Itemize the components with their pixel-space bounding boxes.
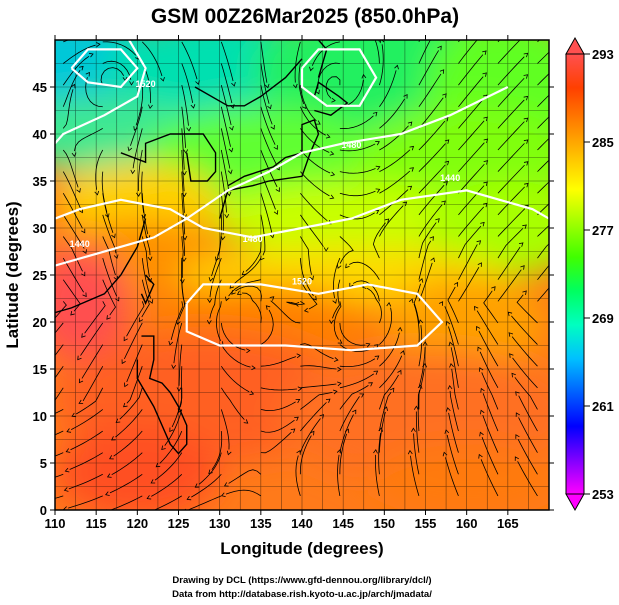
colorbar-tick-label: 277: [592, 223, 614, 238]
x-axis: 110 115 120 125 130 135 140 145 150 155 160 165: [45, 35, 519, 531]
contour-label: 1480: [243, 234, 263, 244]
y-tick-label: 35: [33, 174, 47, 189]
colorbar: 293 285 277 269 261 253: [565, 36, 614, 512]
y-tick-label: 5: [40, 456, 47, 471]
y-tick-label: 0: [40, 503, 47, 518]
y-tick-label: 15: [33, 362, 47, 377]
x-tick-label: 140: [291, 516, 313, 531]
colorbar-tick-label: 293: [592, 47, 614, 62]
x-tick-label: 150: [373, 516, 395, 531]
contour-label: 1440: [440, 173, 460, 183]
x-tick-label: 160: [456, 516, 478, 531]
credit-dcl: Drawing by DCL (https://www.gfd-dennou.o…: [172, 575, 431, 586]
colorbar-tick-label: 285: [592, 135, 614, 150]
contour-label: 1440: [70, 239, 90, 249]
x-axis-title: Longitude (degrees): [220, 539, 383, 558]
grid: [55, 40, 549, 510]
contour-label: 1480: [341, 140, 361, 150]
contour-label: 1520: [292, 276, 312, 286]
y-axis-title: Latitude (degrees): [3, 201, 22, 348]
y-tick-label: 10: [33, 409, 47, 424]
x-tick-label: 135: [250, 516, 272, 531]
x-tick-label: 115: [86, 516, 107, 531]
x-tick-label: 130: [209, 516, 231, 531]
y-tick-label: 20: [33, 315, 47, 330]
x-tick-label: 155: [415, 516, 437, 531]
colorbar-tick-label: 261: [592, 399, 614, 414]
colorbar-bottom-arrow: [565, 493, 585, 512]
colorbar-top-arrow: [565, 36, 585, 55]
x-tick-label: 145: [332, 516, 354, 531]
colorbar-gradient: [565, 53, 585, 495]
x-tick-label: 120: [126, 516, 148, 531]
chart-title: GSM 00Z26Mar2025 (850.0hPa): [151, 5, 459, 28]
x-tick-label: 125: [168, 516, 190, 531]
y-tick-label: 30: [33, 221, 47, 236]
y-tick-label: 45: [33, 80, 47, 95]
contours: [55, 40, 549, 352]
x-tick-label: 110: [45, 516, 66, 531]
contour-label: 1520: [136, 79, 156, 89]
contour-labels: 1520 1440 1480 1480 1440 1520: [70, 79, 461, 286]
y-tick-label: 40: [33, 127, 47, 142]
y-tick-label: 25: [33, 268, 47, 283]
x-tick-label: 165: [497, 516, 519, 531]
colorbar-tick-label: 253: [592, 487, 614, 502]
colorbar-tick-label: 269: [592, 311, 614, 326]
plot-area: 1520 1440 1480 1480 1440 1520: [55, 40, 549, 510]
credit-data: Data from http://database.rish.kyoto-u.a…: [172, 589, 432, 600]
